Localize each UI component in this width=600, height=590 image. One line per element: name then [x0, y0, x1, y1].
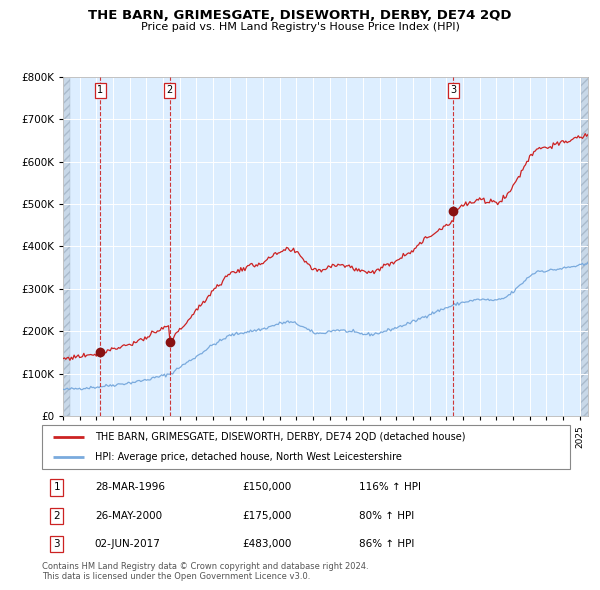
Bar [63, 77, 70, 416]
Text: 02-JUN-2017: 02-JUN-2017 [95, 539, 161, 549]
Text: 80% ↑ HPI: 80% ↑ HPI [359, 510, 414, 520]
Text: £483,000: £483,000 [242, 539, 292, 549]
Text: This data is licensed under the Open Government Licence v3.0.: This data is licensed under the Open Gov… [42, 572, 310, 581]
Text: 2: 2 [167, 86, 173, 95]
Text: 1: 1 [97, 86, 103, 95]
Text: 1: 1 [53, 483, 60, 493]
Text: 116% ↑ HPI: 116% ↑ HPI [359, 483, 421, 493]
Text: 26-MAY-2000: 26-MAY-2000 [95, 510, 162, 520]
Text: THE BARN, GRIMESGATE, DISEWORTH, DERBY, DE74 2QD (detached house): THE BARN, GRIMESGATE, DISEWORTH, DERBY, … [95, 432, 466, 442]
Bar [581, 77, 589, 416]
Text: THE BARN, GRIMESGATE, DISEWORTH, DERBY, DE74 2QD: THE BARN, GRIMESGATE, DISEWORTH, DERBY, … [88, 9, 512, 22]
Text: Price paid vs. HM Land Registry's House Price Index (HPI): Price paid vs. HM Land Registry's House … [140, 22, 460, 32]
Text: Contains HM Land Registry data © Crown copyright and database right 2024.: Contains HM Land Registry data © Crown c… [42, 562, 368, 571]
Text: 2: 2 [53, 510, 60, 520]
Text: 28-MAR-1996: 28-MAR-1996 [95, 483, 165, 493]
Text: £175,000: £175,000 [242, 510, 292, 520]
Text: £150,000: £150,000 [242, 483, 292, 493]
Text: 3: 3 [53, 539, 60, 549]
Text: 3: 3 [450, 86, 457, 95]
Text: 86% ↑ HPI: 86% ↑ HPI [359, 539, 414, 549]
Text: HPI: Average price, detached house, North West Leicestershire: HPI: Average price, detached house, Nort… [95, 452, 401, 462]
